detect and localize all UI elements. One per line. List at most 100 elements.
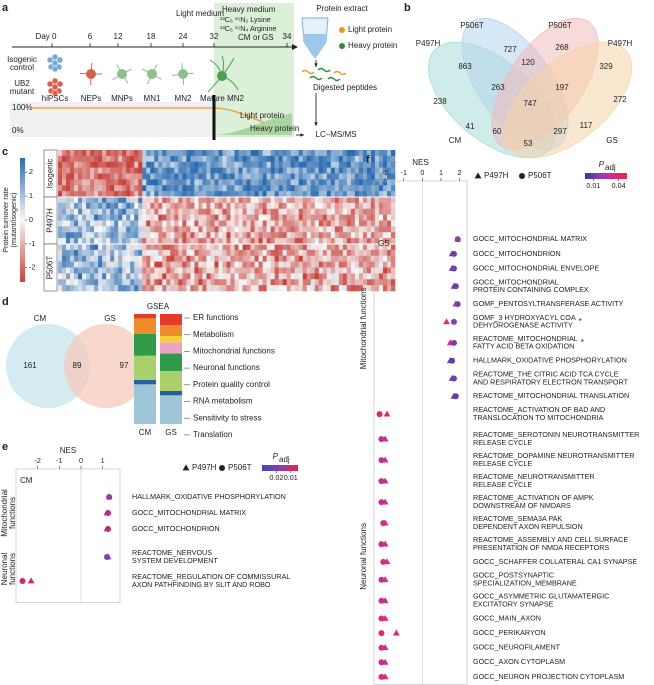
heatmap-cell bbox=[230, 179, 235, 186]
heatmap-cell bbox=[138, 214, 143, 221]
heatmap-cell bbox=[238, 226, 243, 233]
bar-segment bbox=[160, 391, 182, 396]
heatmap-cell bbox=[334, 191, 340, 198]
x-tick-label: -2 bbox=[382, 168, 388, 177]
heatmap-cell bbox=[310, 214, 316, 221]
heatmap-cell bbox=[302, 285, 308, 292]
heatmap-cell bbox=[110, 285, 115, 292]
heatmap-cell bbox=[198, 155, 203, 163]
heatmap-cell bbox=[234, 267, 239, 274]
heatmap-cell bbox=[250, 179, 255, 186]
heatmap-cell bbox=[298, 232, 304, 239]
heatmap-cell bbox=[226, 173, 231, 180]
heatmap-cell bbox=[342, 267, 348, 274]
heatmap-cell bbox=[166, 191, 171, 198]
heatmap-cell bbox=[238, 238, 243, 245]
heatmap-cell bbox=[210, 238, 215, 245]
neurite bbox=[90, 62, 93, 75]
heatmap-cell bbox=[238, 197, 243, 204]
heatmap-cell bbox=[350, 173, 356, 180]
heatmap-cell bbox=[286, 179, 291, 186]
heatmap-cell bbox=[118, 167, 123, 174]
heatmap-cell bbox=[274, 155, 279, 163]
cell-line-label: control bbox=[10, 63, 34, 72]
heatmap-cell bbox=[146, 238, 151, 245]
stage-label: MN2 bbox=[175, 94, 192, 103]
point-circle bbox=[19, 578, 26, 584]
heatmap-cell bbox=[306, 197, 312, 204]
heatmap-cell bbox=[302, 202, 308, 210]
heatmap-cell bbox=[298, 226, 304, 233]
heatmap-cell bbox=[98, 261, 103, 268]
heatmap-cell bbox=[234, 150, 239, 157]
heatmap-cell bbox=[206, 173, 211, 180]
heatmap-cell bbox=[102, 226, 107, 233]
heatmap-cell bbox=[62, 197, 67, 204]
heatmap-cell bbox=[154, 202, 159, 210]
heatmap-cell bbox=[226, 150, 231, 157]
heatmap-cell bbox=[70, 197, 75, 204]
heatmap-cell bbox=[202, 155, 207, 163]
heatmap-cell bbox=[138, 208, 143, 215]
heatmap-cell bbox=[134, 255, 139, 262]
heatmap-cell bbox=[266, 179, 271, 186]
heatmap-cell bbox=[126, 238, 131, 245]
heatmap-cell bbox=[230, 185, 235, 192]
heatmap-cell bbox=[166, 232, 171, 239]
heatmap-cell bbox=[66, 185, 71, 192]
heatmap-cell bbox=[114, 173, 119, 180]
heatmap-cell bbox=[74, 191, 79, 198]
heatmap-cell bbox=[254, 255, 259, 262]
heatmap-cell bbox=[342, 214, 348, 221]
heatmap-cell bbox=[338, 167, 344, 174]
term-label: GOCC_MITOCHONDRIAL bbox=[473, 277, 559, 286]
heatmap-cell bbox=[282, 279, 287, 286]
heatmap-cell bbox=[102, 232, 107, 239]
heatmap-cell bbox=[202, 167, 207, 174]
heatmap-cell bbox=[218, 150, 223, 157]
heatmap-cell bbox=[78, 273, 83, 280]
heatmap-cell bbox=[150, 249, 155, 257]
heatmap-cell bbox=[66, 232, 71, 239]
heatmap-cell bbox=[354, 197, 360, 204]
heatmap-cell bbox=[290, 238, 296, 245]
heatmap-cell bbox=[102, 191, 107, 198]
heatmap-cell bbox=[222, 249, 227, 257]
heatmap-cell bbox=[106, 208, 111, 215]
heatmap-cell bbox=[274, 185, 279, 192]
heatmap-cell bbox=[334, 285, 340, 292]
heatmap-cell bbox=[162, 267, 167, 274]
heatmap-cell bbox=[294, 197, 300, 204]
heatmap-cell bbox=[210, 226, 215, 233]
heatmap-cell bbox=[210, 208, 215, 215]
heatmap-cell bbox=[214, 202, 219, 210]
neurite bbox=[182, 73, 185, 86]
heatmap-cell bbox=[266, 214, 271, 221]
heatmap-cell bbox=[382, 197, 388, 204]
heatmap-cell bbox=[326, 202, 332, 210]
arrow-head bbox=[314, 63, 318, 67]
heatmap-cell bbox=[302, 261, 308, 268]
legend-label: Protein quality control bbox=[193, 380, 270, 389]
heatmap-cell bbox=[174, 255, 179, 262]
heatmap-cell bbox=[62, 179, 67, 186]
heatmap-cell bbox=[246, 232, 251, 239]
heatmap-cell bbox=[106, 267, 111, 274]
heatmap-cell bbox=[362, 261, 368, 268]
point-circle bbox=[380, 520, 387, 527]
heatmap-cell bbox=[334, 232, 340, 239]
heatmap-cell bbox=[102, 255, 107, 262]
level-label: 100% bbox=[12, 103, 32, 112]
heatmap-cell bbox=[390, 202, 396, 210]
heatmap-cell bbox=[370, 232, 376, 239]
isotope-label: ¹³C₆ ¹⁵N₂ Lysine bbox=[220, 15, 271, 24]
peptide bbox=[309, 75, 323, 81]
heatmap-cell bbox=[246, 167, 251, 174]
heatmap-cell bbox=[286, 202, 291, 210]
heatmap-cell bbox=[162, 150, 167, 157]
heatmap-cell bbox=[142, 273, 147, 280]
heatmap-cell bbox=[154, 279, 159, 286]
heatmap-cell bbox=[270, 267, 275, 274]
heatmap-cell bbox=[198, 202, 203, 210]
heatmap-cell bbox=[74, 267, 79, 274]
